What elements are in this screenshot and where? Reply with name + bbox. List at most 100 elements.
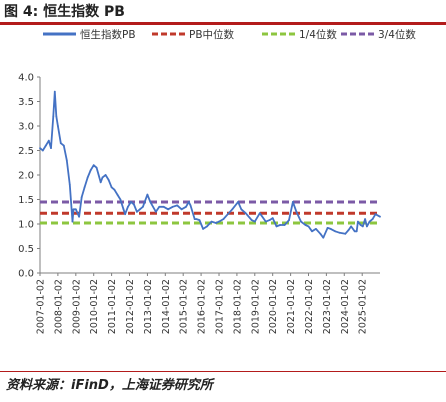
- data-point: [176, 204, 179, 207]
- data-point: [62, 144, 65, 147]
- data-point: [244, 212, 247, 215]
- y-tick-label: 1.0: [18, 220, 34, 231]
- data-point: [78, 215, 80, 218]
- legend-label: 1/4位数: [299, 28, 337, 41]
- chart-legend: 恒生指数PB PB中位数 1/4位数 3/4位数: [43, 28, 416, 41]
- data-point: [195, 218, 198, 221]
- hsi-pb-chart: 恒生指数PB PB中位数 1/4位数 3/4位数 0.0 0.5 1.0 1.5 2.0 2.5…: [18, 28, 416, 334]
- x-tick-label: 2015-01-02: [179, 279, 190, 334]
- data-point: [371, 218, 374, 221]
- data-point: [104, 174, 107, 176]
- data-point: [326, 227, 329, 229]
- data-point: [334, 230, 337, 233]
- data-point: [127, 205, 129, 208]
- data-point: [264, 220, 267, 223]
- data-point: [72, 208, 75, 211]
- figure-title: 图 4: 恒生指数 PB: [4, 4, 125, 20]
- data-point: [304, 224, 307, 226]
- data-point: [158, 205, 161, 208]
- data-point: [374, 213, 377, 216]
- data-point: [142, 205, 144, 208]
- data-point: [59, 142, 62, 145]
- data-point: [361, 225, 364, 228]
- data-point: [279, 224, 281, 226]
- data-point: [136, 210, 138, 213]
- data-point: [322, 236, 325, 239]
- data-point: [146, 193, 149, 196]
- data-point: [319, 232, 322, 235]
- data-point: [215, 222, 217, 224]
- data-point: [206, 225, 208, 228]
- x-tick-label: 2024-01-02: [340, 279, 351, 334]
- data-point: [99, 181, 102, 184]
- data-point: [300, 220, 302, 223]
- data-point: [338, 231, 341, 234]
- data-point: [218, 220, 220, 223]
- data-point: [68, 183, 71, 186]
- y-tick-label: 3.0: [18, 122, 34, 133]
- data-point: [210, 220, 213, 223]
- data-point: [344, 232, 347, 235]
- x-tick-label: 2019-01-02: [250, 279, 261, 334]
- x-tick-label: 2008-01-02: [53, 279, 64, 334]
- data-point: [180, 208, 183, 211]
- data-point: [44, 144, 47, 147]
- data-point: [167, 208, 170, 211]
- x-tick-label: 2010-01-02: [89, 279, 100, 334]
- data-point: [139, 208, 141, 211]
- y-tick-label: 4.0: [18, 73, 34, 84]
- legend-label: PB中位数: [189, 28, 235, 41]
- data-point: [89, 169, 92, 172]
- y-tick-label: 2.0: [18, 171, 34, 182]
- data-point: [41, 149, 44, 152]
- data-point: [55, 115, 58, 118]
- data-point: [240, 208, 243, 211]
- data-point: [74, 208, 77, 211]
- data-point: [53, 90, 56, 93]
- title-rule: [0, 22, 446, 25]
- data-point: [83, 186, 86, 189]
- y-tick-label: 0.5: [18, 244, 34, 255]
- data-point: [122, 208, 125, 211]
- x-tick-label: 2012-01-02: [125, 279, 136, 334]
- y-tick-label: 2.5: [18, 146, 34, 157]
- x-tick-label: 2007-01-02: [36, 279, 47, 334]
- data-point: [124, 213, 126, 216]
- data-point: [222, 218, 225, 221]
- x-tick-label: 2011-01-02: [107, 279, 118, 334]
- x-tick-label: 2020-01-02: [268, 279, 279, 334]
- y-tick-label: 0.0: [18, 269, 34, 280]
- data-point: [155, 210, 157, 213]
- data-point: [283, 224, 286, 226]
- data-point: [364, 218, 366, 221]
- data-point: [315, 228, 317, 230]
- data-point: [295, 210, 298, 213]
- data-point: [116, 193, 119, 196]
- data-point: [80, 196, 83, 199]
- chart-plot-area: [39, 90, 381, 239]
- data-point: [237, 201, 240, 203]
- data-point: [359, 224, 362, 226]
- data-point: [171, 205, 174, 208]
- data-point: [379, 215, 381, 218]
- chart-axes: 0.0 0.5 1.0 1.5 2.0 2.5 3.0 3.5 4.0 2007-01-02 200…: [18, 73, 380, 334]
- legend-label: 恒生指数PB: [80, 28, 136, 41]
- x-tick-label: 2018-01-02: [232, 279, 243, 334]
- data-point: [350, 225, 352, 228]
- data-point: [52, 115, 55, 118]
- data-point: [226, 213, 229, 216]
- data-point: [231, 208, 234, 211]
- data-point: [258, 212, 261, 215]
- data-point: [187, 201, 190, 203]
- data-point: [353, 230, 356, 233]
- data-point: [198, 219, 201, 222]
- x-tick-label: 2013-01-02: [143, 279, 154, 334]
- data-point: [39, 147, 41, 149]
- data-point: [92, 164, 95, 167]
- x-tick-label: 2023-01-02: [322, 279, 333, 334]
- series-line: [39, 90, 381, 239]
- data-point: [288, 219, 290, 222]
- x-tick-label: 2025-01-02: [358, 279, 369, 334]
- data-point: [329, 228, 332, 230]
- y-tick-label: 1.5: [18, 195, 34, 206]
